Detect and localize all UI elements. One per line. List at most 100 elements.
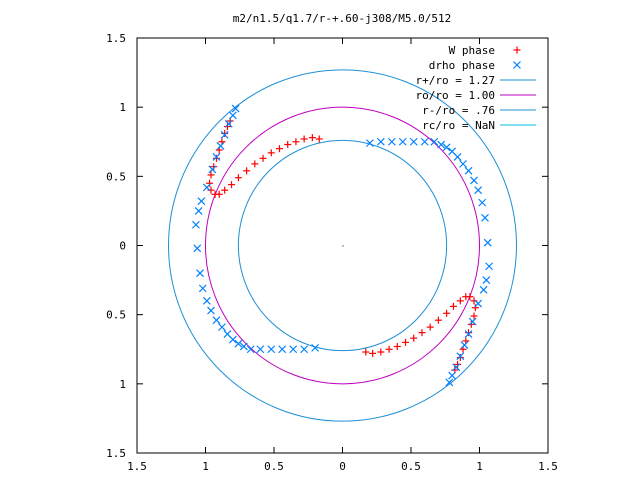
data-point (443, 309, 451, 317)
data-point (479, 285, 488, 294)
data-point (453, 153, 462, 161)
legend-marker-swatch (513, 46, 521, 54)
legend: W phase drho phase r+/ro = 1.27 ro/ro = 1.0… (416, 44, 536, 132)
y-tick-label: 0 (119, 240, 126, 253)
data-point (445, 378, 454, 387)
data-point (218, 323, 226, 332)
legend-label: rc/ro = NaN (422, 119, 495, 132)
data-point (456, 297, 464, 305)
data-point (449, 302, 457, 310)
data-point (420, 137, 429, 146)
data-point (402, 338, 410, 346)
data-point (430, 137, 439, 146)
x-tick-label: 1.5 (127, 460, 147, 473)
data-point (483, 238, 492, 247)
data-point (228, 181, 236, 189)
data-point (267, 345, 276, 354)
data-point (456, 354, 464, 362)
radius-circle (237, 139, 448, 352)
y-tick-label: 1 (119, 378, 126, 391)
data-point (206, 179, 214, 187)
data-point (460, 341, 469, 350)
data-point (426, 323, 434, 331)
data-point (369, 349, 377, 357)
data-point (216, 141, 225, 150)
legend-label: r-/ro = .76 (422, 104, 495, 117)
x-tick-label: 0.5 (401, 460, 421, 473)
x-tick-label: 0 (339, 460, 346, 473)
data-point (442, 143, 451, 152)
data-point (470, 312, 478, 320)
data-point (278, 345, 287, 354)
series-1 (191, 104, 494, 387)
data-point (468, 317, 477, 326)
data-point (485, 262, 494, 271)
data-point (393, 342, 401, 350)
x-tick-label: 1 (476, 460, 483, 473)
data-point (223, 123, 231, 131)
data-point (454, 360, 462, 368)
data-point (234, 339, 243, 348)
radius-circles (168, 69, 517, 422)
data-point (223, 330, 232, 338)
y-tick-label: 1.5 (106, 447, 126, 460)
data-point (212, 153, 221, 161)
data-point (474, 299, 483, 308)
data-point (202, 296, 211, 305)
y-tick-label: 1.5 (106, 32, 126, 45)
data-point (418, 329, 426, 337)
data-point (300, 345, 309, 354)
data-point (207, 186, 215, 194)
data-point (234, 174, 242, 182)
y-tick-label: 0.5 (106, 309, 126, 322)
radius-circle (168, 69, 517, 422)
data-point (256, 345, 265, 354)
data-point (387, 137, 396, 146)
data-point (207, 306, 215, 315)
data-point (464, 330, 473, 338)
data-point (467, 320, 475, 328)
data-point (198, 284, 207, 293)
data-point (259, 154, 267, 162)
legend-label: ro/ro = 1.00 (416, 89, 495, 102)
data-point (220, 130, 229, 139)
data-point (193, 244, 202, 253)
data-point (437, 140, 446, 149)
data-point (197, 197, 206, 206)
data-point (292, 138, 300, 146)
data-point (376, 137, 385, 146)
data-series (191, 104, 494, 387)
data-point (228, 111, 237, 120)
data-point (311, 343, 320, 352)
data-point (471, 304, 479, 312)
radius-circle (205, 106, 480, 385)
data-point (246, 345, 255, 354)
data-point (208, 165, 217, 174)
data-point (362, 348, 370, 356)
data-point (448, 371, 457, 380)
x-tick-label: 0.5 (264, 460, 284, 473)
x-tick-label: 1 (202, 460, 209, 473)
data-point (365, 139, 374, 148)
data-point (459, 159, 467, 168)
data-point (452, 363, 461, 372)
origin-dot (342, 245, 344, 247)
y-axis-ticks: 1.5 1 0.5 0 0.5 1 1.5 (106, 32, 548, 460)
data-point (212, 316, 221, 325)
data-point (243, 167, 251, 175)
data-point (315, 135, 323, 143)
data-point (289, 345, 298, 354)
data-point (398, 137, 407, 146)
legend-label: r+/ro = 1.27 (416, 74, 495, 87)
data-point (221, 129, 229, 137)
data-point (207, 171, 215, 179)
data-point (202, 183, 211, 192)
data-point (196, 269, 204, 278)
data-point (478, 198, 487, 207)
data-point (221, 186, 229, 194)
data-point (470, 297, 478, 305)
x-axis-ticks: 1.5 1 0.5 0 0.5 1 1.5 (127, 38, 558, 473)
data-point (409, 137, 418, 146)
